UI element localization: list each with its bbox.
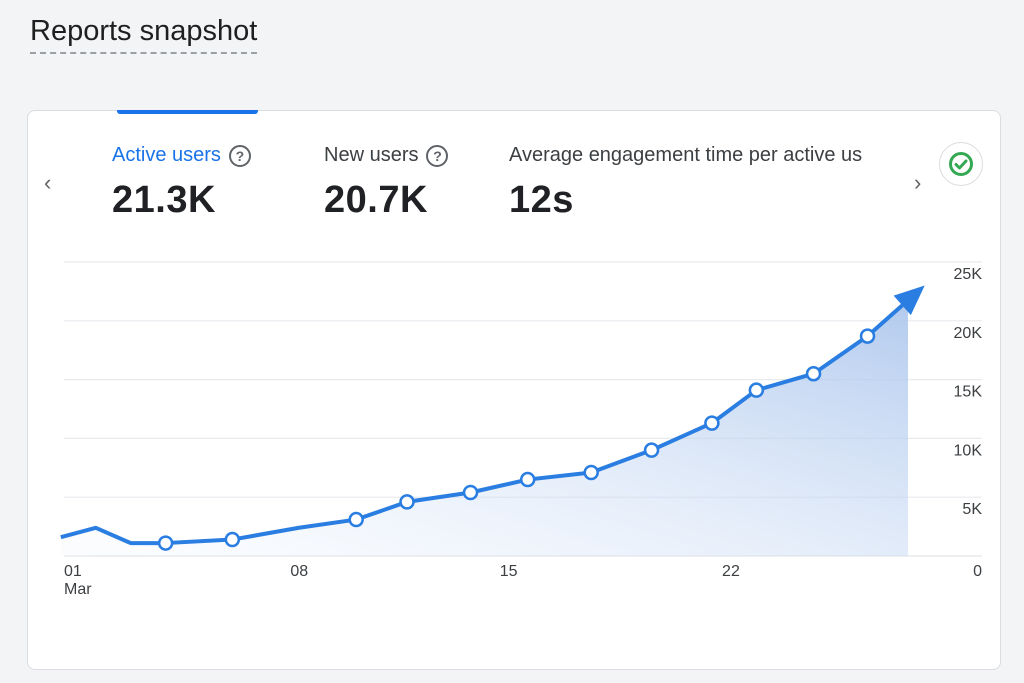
x-tick-sublabel: Mar [64,581,92,598]
data-point [462,484,479,501]
metric-value: 21.3K [112,179,216,221]
help-circle-icon[interactable]: ? [228,144,251,167]
x-tick-label: 01 [64,563,82,580]
y-tick-label: 0 [973,563,982,580]
y-tick-label: 5K [962,501,982,518]
check-circle-icon[interactable] [939,142,983,186]
data-point [643,442,660,458]
area-fill [60,297,909,556]
metric-value: 20.7K [324,179,428,221]
metric-label: Active users [112,144,221,166]
active-tab-indicator [117,110,258,114]
x-tick-label: 15 [500,563,518,580]
y-tick-label: 10K [954,442,983,459]
prev-metric-button[interactable]: ‹ [44,170,52,195]
data-point [519,471,536,488]
metric-tab-new-users[interactable]: New users? 20.7K [324,144,449,222]
next-metric-button[interactable]: › [914,170,922,195]
y-tick-label: 25K [954,266,983,283]
metric-tab-active-users[interactable]: Active users? 21.3K [112,144,251,222]
page-title: Reports snapshot [30,14,258,54]
data-point [805,365,822,382]
y-tick-label: 15K [954,384,983,401]
x-tick-label: 08 [290,563,308,580]
data-point [704,415,720,431]
data-point [399,494,415,510]
x-tick-label: 22 [722,563,740,580]
trend-arrowhead [893,285,925,316]
data-point [157,535,174,551]
data-point [348,511,364,528]
y-tick-label: 20K [954,325,983,342]
data-point [583,464,599,481]
help-circle-icon[interactable]: ? [426,144,449,167]
data-point [859,328,876,344]
metric-value: 12s [509,179,574,221]
data-point [224,531,241,548]
data-point [748,382,765,398]
metric-label: Average engagement time per active us [509,144,863,166]
metric-label: New users [324,144,419,166]
metric-tab-engagement-time[interactable]: Average engagement time per active us 12… [509,144,862,222]
